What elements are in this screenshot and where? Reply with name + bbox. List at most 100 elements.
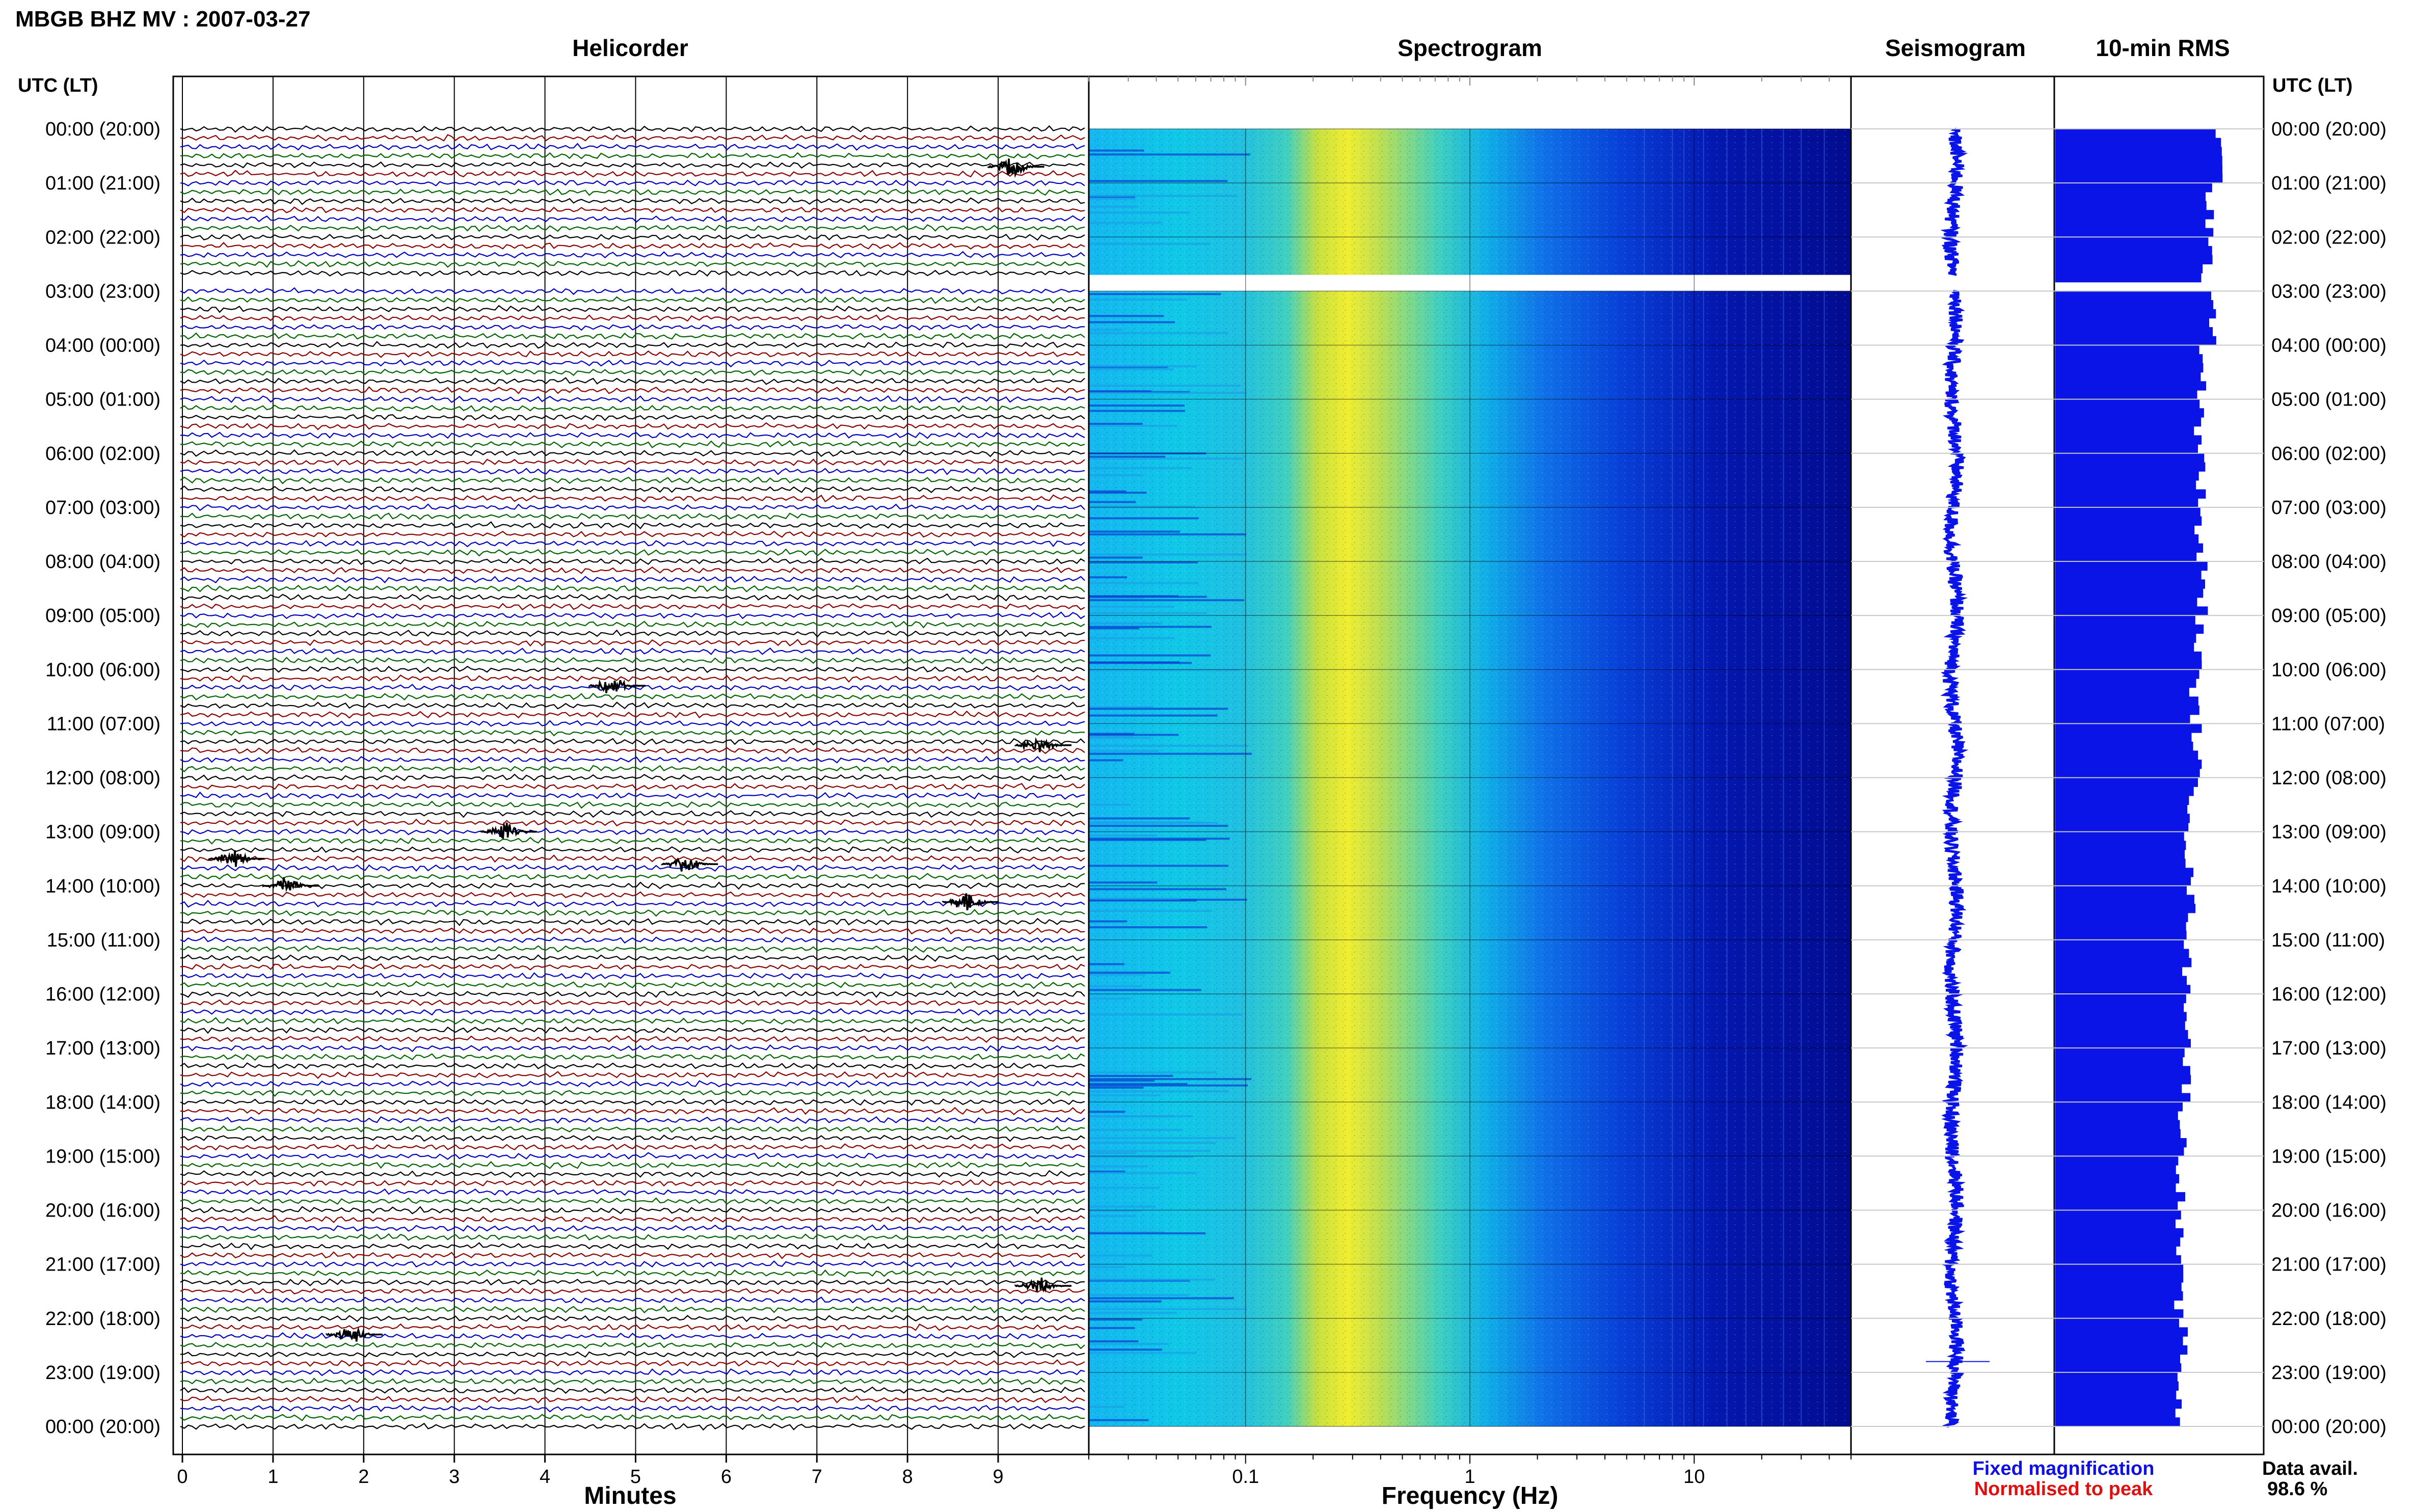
hour-label-left: 07:00 (03:00) [45,497,160,519]
rms-bar [2055,570,2202,580]
hour-label-right: 00:00 (20:00) [2271,1416,2386,1438]
helicorder-trace [180,846,1085,854]
hour-label-right: 13:00 (09:00) [2271,822,2386,843]
rms-bar [2055,1075,2191,1085]
spectrogram-streak [1089,365,1197,368]
rms-bar [2055,1012,2187,1021]
spectrogram-streak [1089,985,1142,988]
helicorder-trace [180,1008,1085,1016]
helicorder-trace [180,152,1085,160]
spectrogram-streak [1089,1308,1247,1310]
helicorder-trace [180,674,1085,683]
helicorder-xtick-label: 0 [177,1466,187,1488]
helicorder-trace [180,161,1085,169]
rms-bar [2055,156,2222,166]
helicorder-trace [180,900,1085,908]
helicorder-xtick-label: 7 [812,1466,822,1488]
rms-bar [2055,723,2202,733]
rms-bar [2055,1120,2180,1129]
spectrogram-streak [1089,321,1175,323]
spectrogram-streak [1089,517,1199,520]
hour-label-left: 19:00 (15:00) [45,1146,160,1167]
rms-bar [2055,976,2187,985]
utc-label-left: UTC (LT) [18,75,98,96]
rms-bar [2055,1363,2182,1373]
hour-label-right: 15:00 (11:00) [2271,930,2385,951]
helicorder-trace [180,765,1085,773]
seismogram-trace [1940,127,1968,276]
helicorder-trace [180,521,1085,529]
helicorder-trace [180,954,1085,962]
rms-bar [2055,255,2213,264]
spectrogram-streak [1089,1340,1139,1342]
helicorder-trace [180,692,1085,701]
rms-bar [2055,588,2204,598]
helicorder-trace [180,269,1085,277]
spectrogram-streak [1089,1205,1156,1208]
hour-label-left: 05:00 (01:00) [45,389,160,411]
spectrogram-streak [1089,1352,1197,1354]
rms-bar [2055,327,2213,337]
helicorder-event [661,857,718,872]
rms-bar [2055,904,2196,913]
spectrogram-streak [1089,803,1131,806]
spectrogram-streak [1089,222,1163,224]
spectrogram-streak [1089,817,1190,820]
rms-bar [2055,1237,2181,1247]
spectrogram-streak [1089,1075,1173,1077]
helicorder-xtick-label: 2 [358,1466,369,1488]
rms-bar [2055,264,2203,274]
helicorder-trace [180,512,1085,520]
helicorder-trace [180,773,1085,781]
spectrogram-streak [1089,332,1228,334]
spectrogram-panel: 0.1 1 10 [1088,75,1852,1488]
spectrogram-streak [1089,597,1144,599]
hour-label-right: 16:00 (12:00) [2271,984,2386,1005]
spectrogram-streak [1089,492,1147,494]
helicorder-trace [180,233,1085,241]
rms-bar [2055,165,2222,175]
rms-bar [2055,345,2199,355]
hour-labels: 00:00 (20:00) 00:00 (20:00) 01:00 (21:00) 0… [45,119,2386,1438]
helicorder-trace [180,747,1085,754]
rms-bar [2055,1273,2184,1283]
spectrogram-streak [1089,1150,1211,1152]
hour-label-left: 09:00 (05:00) [45,605,160,627]
spectrogram-streak [1089,606,1175,608]
spectrogram-streak [1089,1128,1183,1131]
helicorder-trace [180,1135,1085,1142]
rms-panel [2053,75,2265,1455]
helicorder-trace [180,241,1085,250]
helicorder-event [588,679,646,693]
helicorder-trace [180,1170,1085,1178]
rms-bar [2055,1318,2179,1328]
rms-bar [2055,228,2214,237]
rms-bar [2055,985,2191,994]
helicorder-trace [180,810,1085,818]
hour-label-left: 21:00 (17:00) [45,1254,160,1276]
helicorder-trace [180,603,1085,611]
spectrogram-streak [1089,1215,1136,1217]
hour-label-left: 18:00 (14:00) [45,1092,160,1113]
rms-bar [2055,597,2197,607]
helicorder-trace [180,1297,1085,1305]
helicorder-event [207,850,265,867]
helicorder-trace [180,1035,1085,1043]
rms-bar [2055,822,2189,832]
helicorder-trace [180,503,1085,511]
helicorder-trace [180,710,1085,719]
hour-label-left: 04:00 (00:00) [45,335,160,357]
spectrogram-streak [1089,553,1247,556]
helicorder-trace [180,981,1085,989]
rms-bar [2055,435,2202,445]
rms-bar [2055,1066,2190,1075]
helicorder-trace [180,431,1085,439]
spectrogram-streak [1089,1279,1216,1281]
hour-label-right: 08:00 (04:00) [2271,551,2386,573]
spectrogram-streak [1089,881,1158,884]
hour-label-left: 23:00 (19:00) [45,1362,160,1384]
spectrogram-streak [1089,1231,1164,1233]
helicorder-trace [180,1260,1085,1268]
rms-bar [2055,408,2204,418]
